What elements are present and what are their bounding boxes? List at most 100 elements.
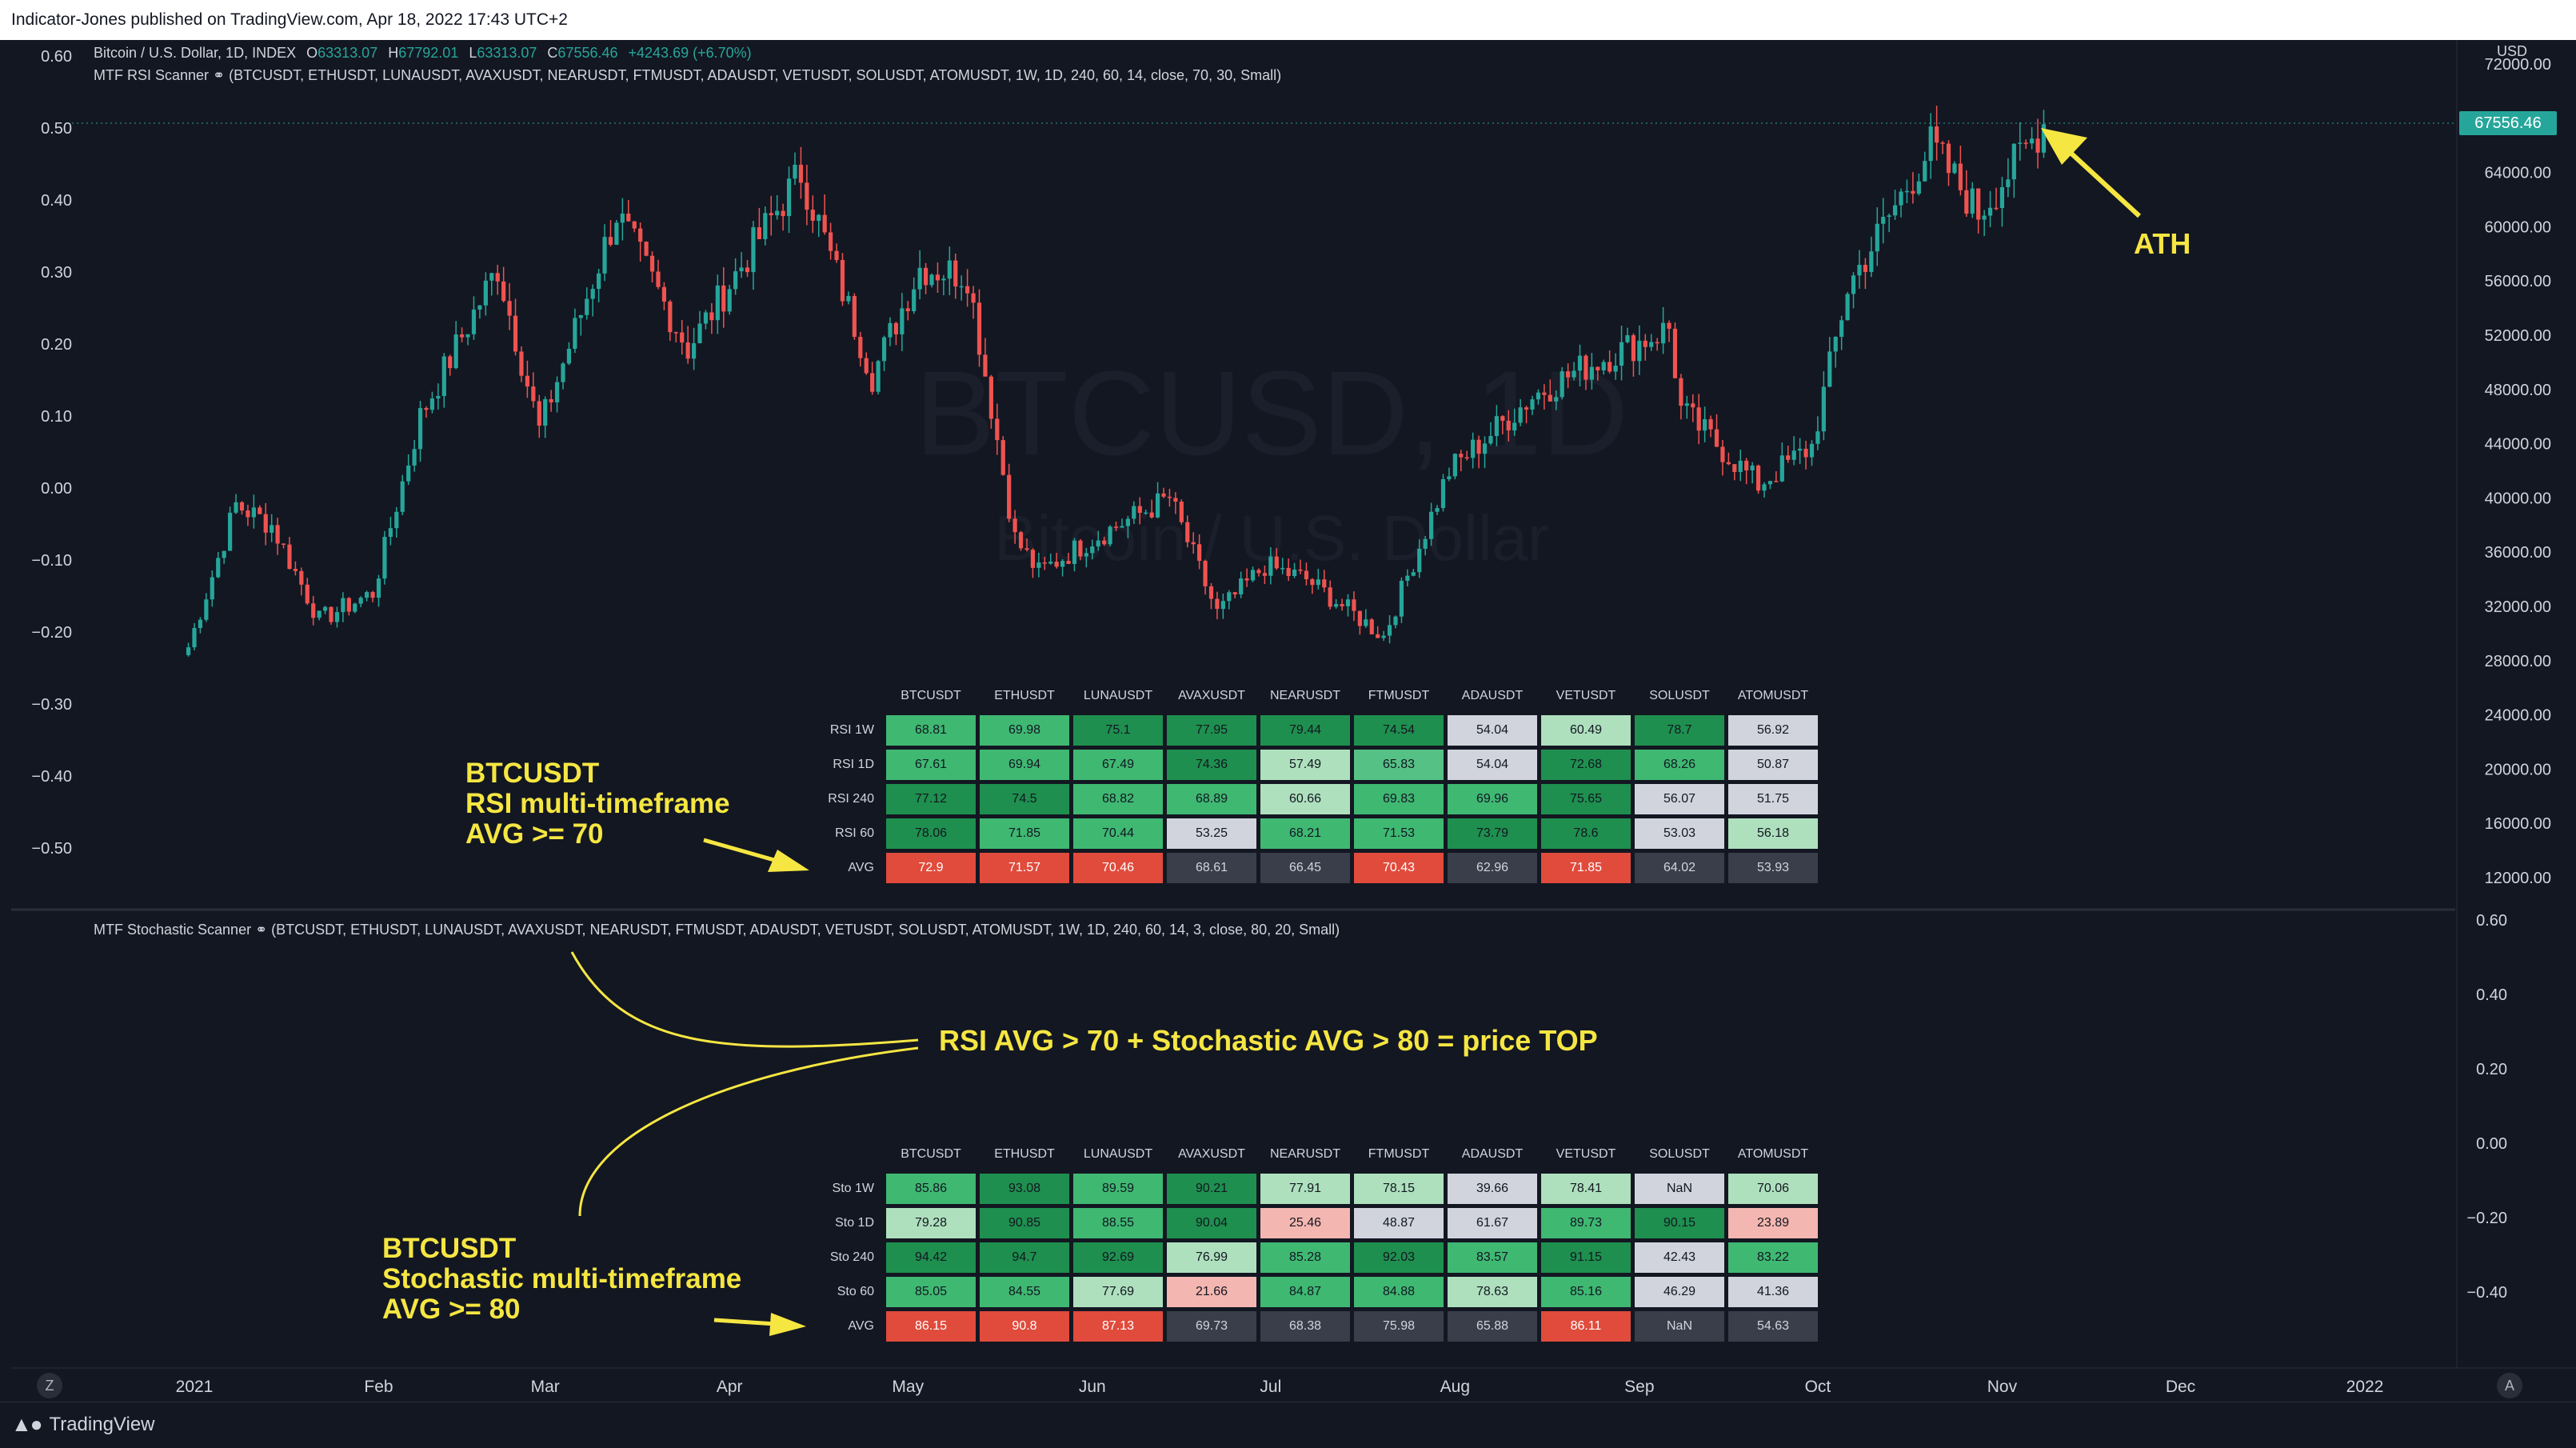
candle-body (1744, 460, 1749, 470)
candle-body (1268, 556, 1273, 576)
candle-body (1399, 580, 1404, 617)
candle-body (1928, 126, 1933, 162)
candle-body (959, 286, 964, 288)
rsi-note-line-1: BTCUSDT (465, 758, 600, 789)
candle-body (793, 164, 797, 179)
candle-body (1340, 604, 1344, 606)
price-tick-label: 44000.00 (2485, 436, 2551, 454)
left-tick-label: 0.20 (41, 336, 72, 354)
candle-body (834, 250, 839, 261)
candle-body (935, 274, 941, 281)
candle-body (1608, 362, 1612, 372)
candle-body (721, 285, 726, 312)
table-cell: 91.15 (1541, 1242, 1631, 1273)
price-change: +4243.69 (+6.70%) (628, 45, 752, 61)
table-cell: 72.68 (1541, 750, 1631, 780)
candle-body (554, 382, 560, 402)
candle-body (329, 606, 333, 622)
candle-body (893, 322, 899, 334)
tradingview-logo[interactable]: ▲● TradingView (11, 1412, 155, 1437)
candle-body (228, 512, 233, 551)
candle-body (585, 298, 589, 315)
sto-note-line-3: AVG >= 80 (382, 1294, 521, 1325)
table-cell: 79.44 (1260, 715, 1350, 746)
table-cell: 89.59 (1073, 1174, 1163, 1204)
sto-indicator-legend[interactable]: MTF Stochastic Scanner ⚭ (BTCUSDT, ETHUS… (94, 922, 1340, 938)
candle-body (1440, 478, 1446, 509)
candle-body (1851, 275, 1856, 294)
price-tick-label: 20000.00 (2485, 761, 2551, 778)
column-header: FTMUSDT (1368, 1147, 1430, 1161)
column-header: SOLUSDT (1649, 689, 1710, 702)
candle-body (1506, 420, 1511, 431)
candle-body (1720, 446, 1725, 462)
table-cell: 23.89 (1728, 1208, 1818, 1238)
table-cell: 85.16 (1541, 1277, 1631, 1307)
candle-body (1161, 493, 1166, 497)
candle-body (1250, 570, 1256, 581)
z-button[interactable]: Z (37, 1373, 62, 1398)
table-cell: 68.61 (1167, 853, 1256, 883)
table-cell: 68.89 (1167, 784, 1256, 814)
candle-body (1703, 418, 1707, 431)
candle-body (733, 271, 738, 290)
candle-body (1137, 506, 1142, 514)
a-button[interactable]: A (2497, 1373, 2522, 1398)
column-header: LUNAUSDT (1083, 1147, 1153, 1161)
table-cell: 85.28 (1260, 1242, 1350, 1273)
candle-body (912, 289, 917, 312)
candle-body (1191, 542, 1196, 545)
candle-body (1024, 548, 1029, 550)
sto-note-line-2: Stochastic multi-timeframe (382, 1263, 742, 1294)
currency-label[interactable]: USD (2497, 43, 2528, 59)
candle-body (412, 449, 417, 466)
candle-body (287, 544, 292, 570)
candle-body (436, 395, 441, 399)
candle-body (1149, 512, 1154, 518)
candle-body (1012, 518, 1017, 533)
sto-tick-label: 0.00 (2476, 1135, 2507, 1153)
table-cell: 71.53 (1354, 818, 1444, 849)
table-cell: 94.7 (980, 1242, 1069, 1273)
candle-body (1672, 328, 1678, 378)
candle-body (258, 507, 262, 514)
candle-body (1036, 562, 1041, 568)
column-header: BTCUSDT (901, 1147, 961, 1161)
candle-body (495, 273, 500, 282)
sto-note: BTCUSDT Stochastic multi-timeframe AVG >… (382, 1234, 741, 1325)
row-label: Sto 1W (832, 1182, 874, 1195)
candle-body (1494, 416, 1500, 437)
candle-body (1952, 163, 1957, 174)
table-cell: 21.66 (1167, 1277, 1256, 1307)
ohlc-open-label: O (306, 45, 318, 61)
candle-body (406, 465, 411, 482)
table-cell: 83.57 (1448, 1242, 1537, 1273)
column-header: NEARUSDT (1269, 1147, 1340, 1161)
candle-body (1500, 416, 1505, 421)
candle-body (1125, 518, 1130, 526)
candle-body (2035, 138, 2040, 153)
candle-body (1173, 498, 1178, 502)
candle-body (460, 334, 465, 338)
table-cell: 87.13 (1073, 1311, 1163, 1342)
left-tick-label: −0.20 (31, 624, 72, 642)
table-cell: 53.93 (1728, 853, 1818, 883)
candle-body (680, 332, 685, 343)
table-cell: 84.88 (1354, 1277, 1444, 1307)
candle-body (358, 598, 363, 604)
table-cell: 86.15 (886, 1311, 976, 1342)
table-cell: 53.25 (1167, 818, 1256, 849)
candle-body (1078, 540, 1083, 557)
candle-body (1774, 481, 1779, 482)
table-cell: 78.41 (1541, 1174, 1631, 1204)
candle-body (370, 592, 375, 598)
rsi-note: BTCUSDT RSI multi-timeframe AVG >= 70 (465, 758, 730, 850)
rsi-indicator-legend[interactable]: MTF RSI Scanner ⚭ (BTCUSDT, ETHUSDT, LUN… (94, 67, 1281, 84)
candle-body (590, 289, 595, 299)
candle-body (829, 232, 833, 251)
table-cell: 69.96 (1448, 784, 1537, 814)
candle-body (852, 295, 857, 338)
table-cell: 66.45 (1260, 853, 1350, 883)
candle-body (1476, 439, 1481, 454)
candle-body (1310, 579, 1315, 586)
